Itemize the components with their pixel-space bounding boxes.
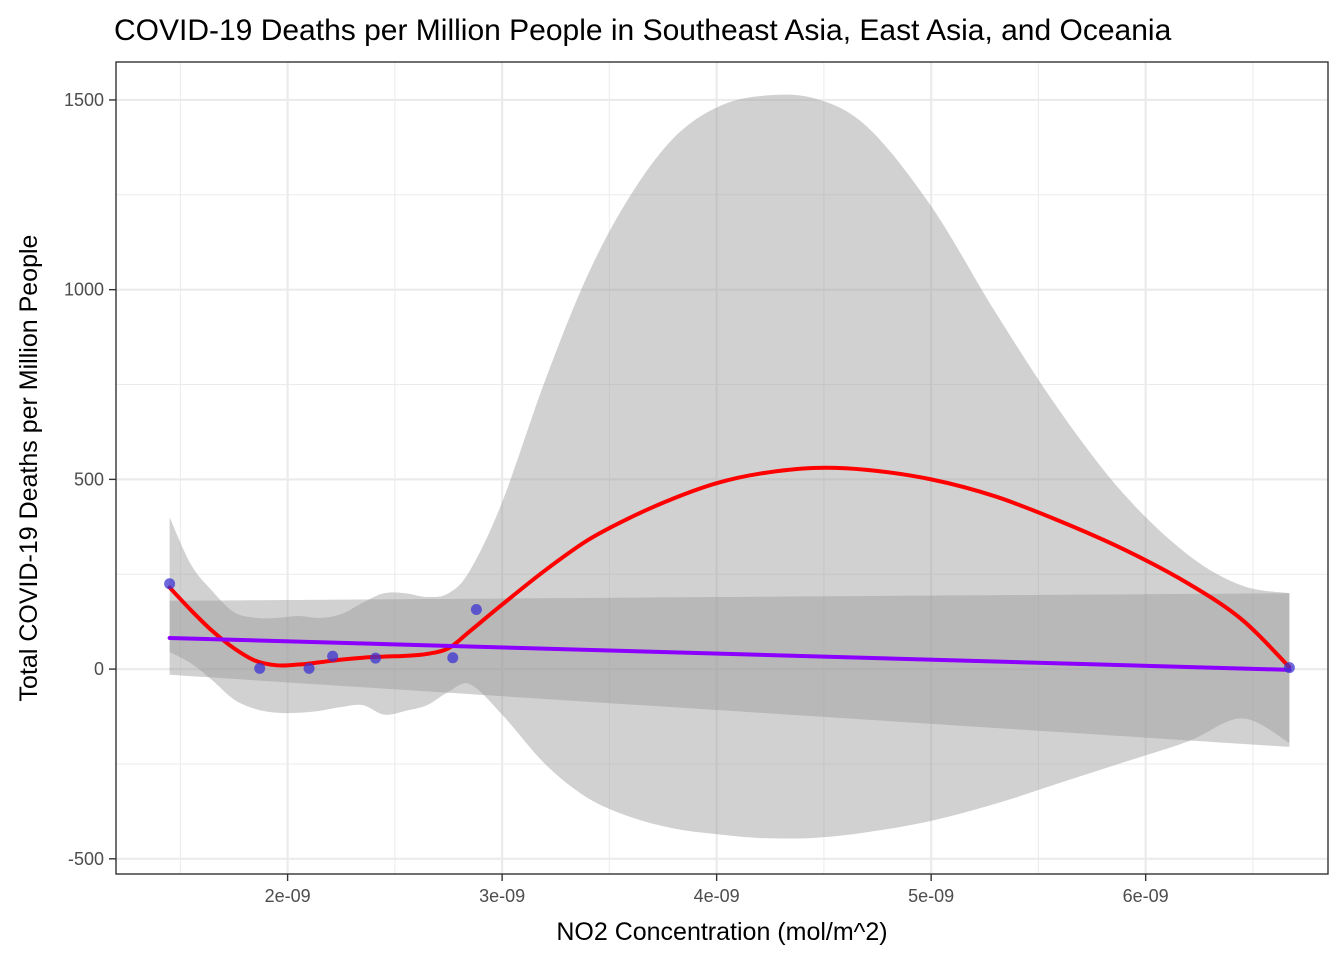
x-tick-label: 2e-09: [265, 886, 311, 906]
y-tick-label: 500: [74, 469, 104, 489]
grid-major: [116, 62, 1328, 874]
x-tick-label: 4e-09: [694, 886, 740, 906]
y-tick-label: 1000: [64, 280, 104, 300]
plot-panel-border: [115, 61, 1329, 875]
data-point: [303, 662, 315, 674]
data-point: [470, 604, 482, 616]
loess-line: [167, 465, 1292, 670]
y-tick-label: 0: [94, 659, 104, 679]
grid-minor: [116, 62, 1328, 874]
plot-panel-background: [116, 62, 1328, 874]
data-point: [447, 652, 459, 664]
chart-title: COVID-19 Deaths per Million People in So…: [114, 14, 1172, 47]
data-point: [1283, 662, 1295, 674]
data-point: [370, 652, 382, 664]
data-point: [327, 650, 339, 662]
linear-fit-line: [167, 635, 1292, 672]
linear-band-area: [169, 593, 1290, 747]
x-tick-label: 5e-09: [908, 886, 954, 906]
y-axis-ticks: -500 0 500 1000 1500: [64, 90, 116, 869]
x-axis-title: NO2 Concentration (mol/m^2): [556, 918, 887, 946]
data-points: [164, 578, 1295, 674]
linear-confidence-band: [169, 593, 1290, 747]
linear-line: [167, 635, 1292, 672]
data-point: [254, 662, 266, 674]
x-axis-ticks: 2e-09 3e-09 4e-09 5e-09 6e-09: [265, 874, 1169, 906]
loess-band-area: [169, 94, 1290, 839]
data-point: [164, 578, 176, 590]
y-tick-label: 1500: [64, 90, 104, 110]
y-axis-title: Total COVID-19 Deaths per Million People: [15, 235, 43, 702]
x-tick-label: 3e-09: [479, 886, 525, 906]
loess-confidence-band: [169, 94, 1290, 839]
loess-fit-line: [167, 465, 1292, 670]
x-tick-label: 6e-09: [1123, 886, 1169, 906]
y-tick-label: -500: [68, 849, 104, 869]
